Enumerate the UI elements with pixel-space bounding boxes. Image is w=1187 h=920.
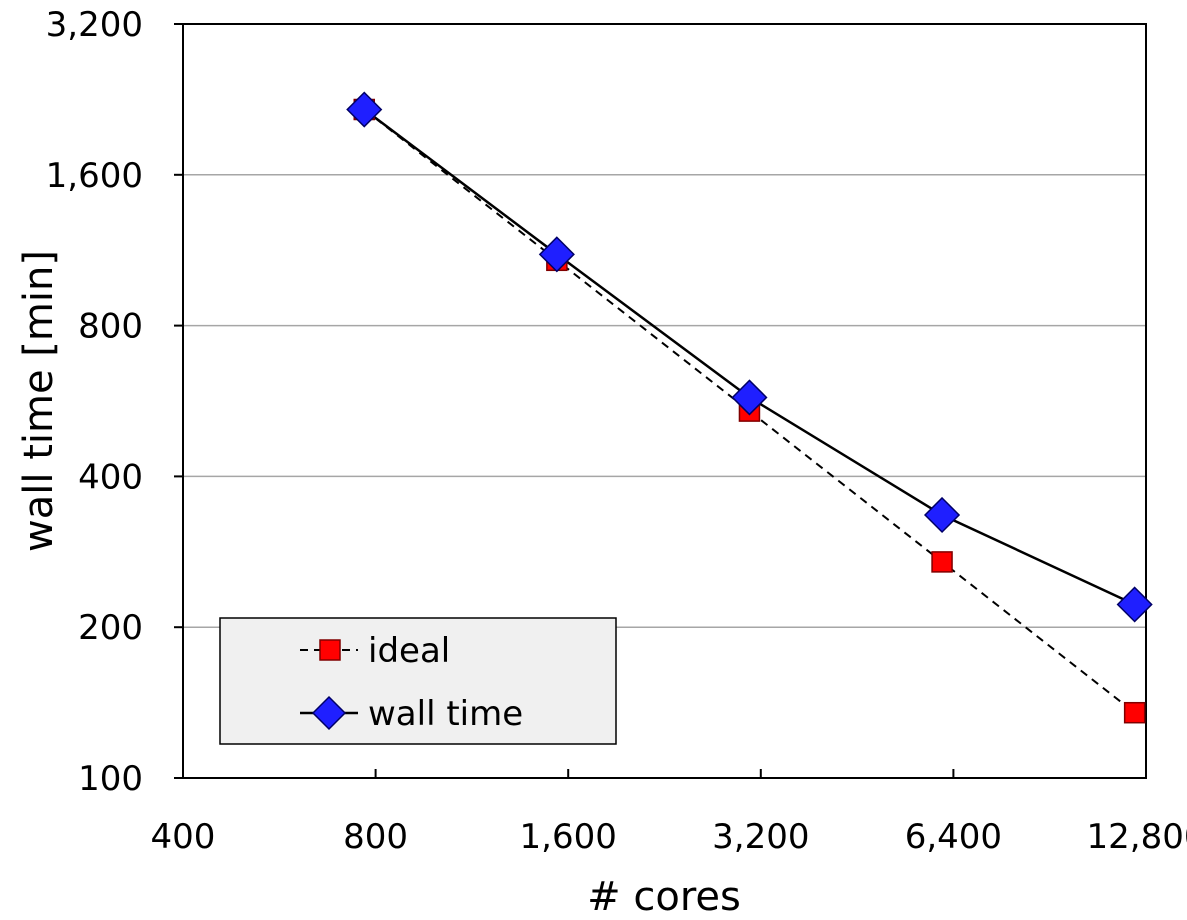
series-line-wall-time: [363, 108, 1136, 606]
legend-walltime-label: wall time: [368, 694, 523, 734]
legend-ideal-marker: [319, 639, 341, 661]
y-tick-label: 400: [78, 457, 143, 497]
legend: ideal wall time: [219, 617, 617, 745]
gridlines: [183, 174, 1146, 628]
x-tick-label: 1,600: [520, 817, 617, 857]
series: [346, 91, 1153, 724]
data-point-wall-time: [1116, 586, 1153, 623]
y-tick-label: 800: [78, 307, 143, 347]
data-point-wall-time: [923, 496, 961, 534]
plot-area: [182, 23, 1147, 779]
x-tick-label: 800: [343, 817, 408, 857]
legend-box: [219, 617, 617, 745]
x-tick-label: 12,800: [1087, 817, 1187, 857]
y-axis-title: wall time [min]: [16, 250, 62, 552]
y-tick-label: 3,200: [46, 5, 143, 45]
legend-walltime-marker: [311, 695, 347, 731]
data-point-wall-time: [731, 379, 768, 416]
y-tick-label: 100: [78, 759, 143, 799]
y-tick-label: 1,600: [46, 156, 143, 196]
series-line-ideal: [363, 108, 1136, 714]
data-point-ideal: [1123, 701, 1146, 724]
legend-ideal-label: ideal: [368, 631, 450, 671]
y-tick-label: 200: [78, 608, 143, 648]
data-point-wall-time: [346, 91, 383, 128]
data-point-wall-time: [538, 236, 575, 273]
axes: 100 200 400 800 1,600 3,200 400 800 1,600 3,200 6,…: [46, 5, 1187, 857]
x-tick-label: 400: [151, 817, 216, 857]
x-tick-label: 3,200: [712, 817, 809, 857]
data-point-ideal: [931, 551, 953, 573]
x-axis-title: # cores: [587, 874, 741, 920]
x-tick-label: 6,400: [905, 817, 1002, 857]
